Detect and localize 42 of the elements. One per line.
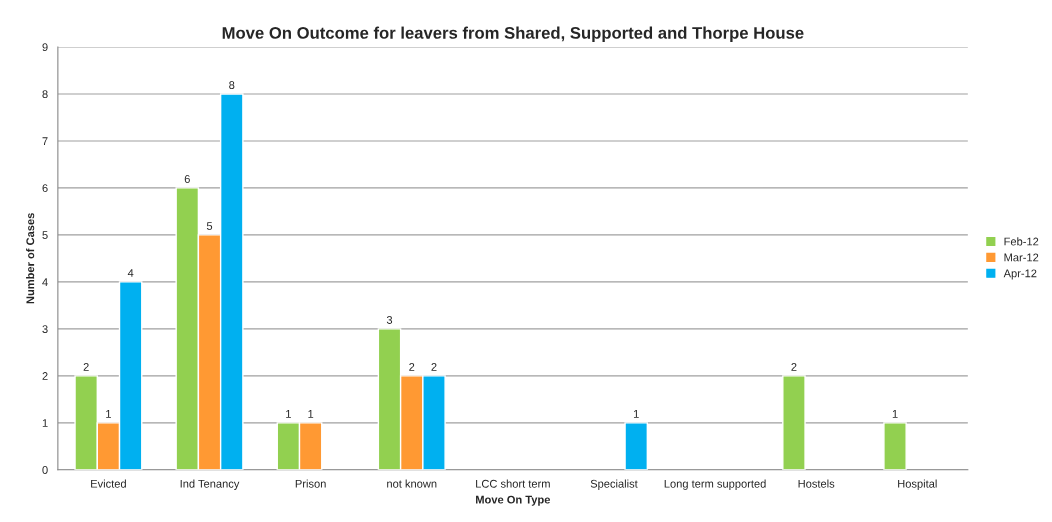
data-label: 6 <box>184 175 190 183</box>
bar <box>624 422 649 470</box>
x-tick-label: not known <box>387 479 437 488</box>
y-tick-label: 2 <box>42 372 48 380</box>
x-tick-label: Specialist <box>590 479 638 490</box>
x-tick-label: Prison <box>295 479 326 488</box>
data-label: 2 <box>791 363 797 371</box>
y-tick-label: 3 <box>42 325 48 333</box>
y-tick-label: 1 <box>42 419 48 427</box>
data-label: 3 <box>386 316 393 324</box>
y-axis-title: Number of Cases <box>26 213 35 304</box>
legend-label: Mar-12 <box>1004 253 1039 262</box>
chart-title: Move On Outcome for leavers from Shared, Supported and Thorpe House <box>222 26 804 43</box>
bar <box>782 375 806 470</box>
data-label: 2 <box>431 363 437 371</box>
y-tick-label: 4 <box>42 278 48 286</box>
data-label: 2 <box>83 363 89 371</box>
x-tick-label: Evicted <box>91 479 126 488</box>
y-tick-label: 5 <box>42 231 48 240</box>
data-label: 1 <box>106 410 111 418</box>
x-tick-label: LCC short term <box>476 479 550 488</box>
y-tick-label: 7 <box>42 137 48 145</box>
data-label: 8 <box>229 81 235 89</box>
x-axis-title: Move On Type <box>476 495 551 506</box>
data-label: 1 <box>286 410 291 418</box>
y-tick-label: 6 <box>42 184 48 193</box>
y-tick-label: 0 <box>42 466 48 474</box>
legend-label: Apr-12 <box>1003 269 1037 280</box>
data-label: 1 <box>892 410 898 418</box>
bar <box>883 422 907 470</box>
x-tick-label: Ind Tenancy <box>180 479 240 490</box>
x-tick-label: Long term supported <box>664 479 766 490</box>
x-tick-label: Hospital <box>898 479 937 490</box>
data-label: 1 <box>308 410 314 418</box>
data-label: 5 <box>206 222 213 230</box>
x-tick-label: Hostels <box>798 479 835 488</box>
y-tick-label: 8 <box>42 90 48 99</box>
data-label: 2 <box>409 363 415 371</box>
data-label: 4 <box>127 269 134 277</box>
data-label: 1 <box>633 410 639 418</box>
y-tick-label: 9 <box>42 43 48 52</box>
legend-label: Feb-12 <box>1004 237 1039 246</box>
